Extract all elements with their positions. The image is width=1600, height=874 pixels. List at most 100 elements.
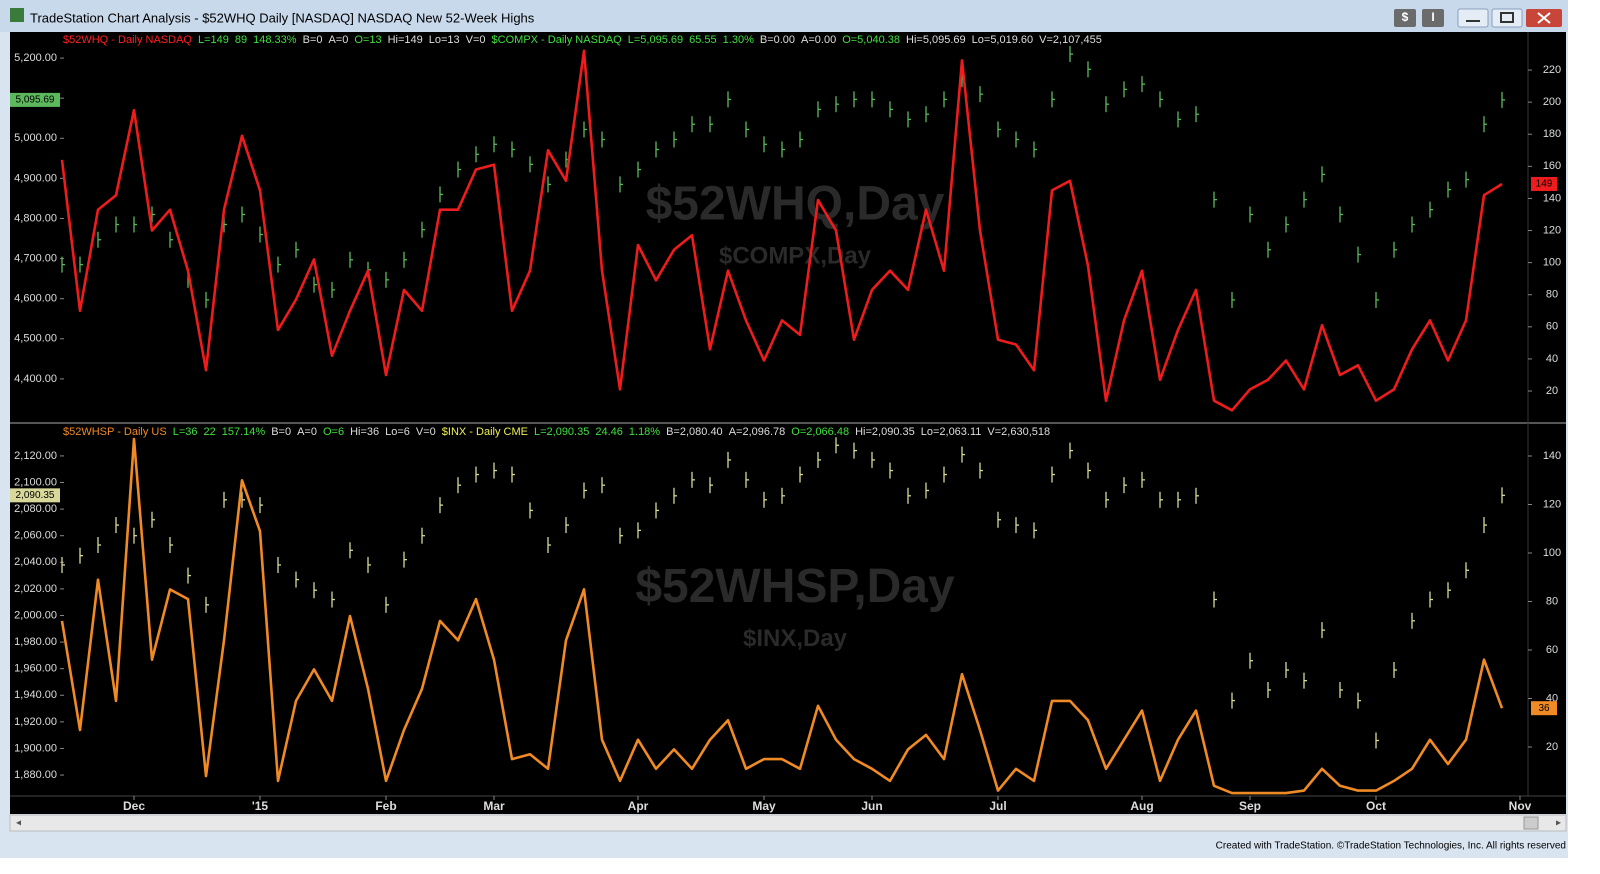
price-bar (1105, 96, 1109, 113)
price-bar (1501, 91, 1505, 108)
price-bar (115, 216, 119, 233)
y-tick-label: 5,000.00 (14, 132, 57, 144)
y2-tick-label: 140 (1543, 450, 1561, 462)
y2-tick-label: 20 (1546, 741, 1558, 753)
minimize-button[interactable] (1457, 8, 1489, 28)
price-bar (763, 136, 767, 153)
price-bar (61, 256, 65, 273)
toolbar-button[interactable] (1422, 9, 1444, 27)
price-bar (601, 131, 605, 148)
header-item: A=2,096.78 (729, 426, 786, 438)
toolbar-button-label[interactable]: $ (1402, 10, 1409, 24)
header-item: L=2,090.35 (534, 426, 589, 438)
y-tick-label: 1,880.00 (14, 769, 57, 781)
price-bar (1069, 442, 1073, 459)
price-bar (817, 451, 821, 468)
header-item: Hi=149 (388, 34, 423, 46)
price-bar (151, 206, 155, 223)
panel-header: $52WHQ - Daily NASDAQ L=149 89 148.33% B=0 A=… (63, 34, 1102, 46)
price-bar (853, 91, 857, 108)
price-bar (619, 527, 623, 544)
toolbar-button-label[interactable]: I (1431, 10, 1434, 24)
price-bar (439, 186, 443, 203)
price-bar (169, 537, 173, 554)
x-tick-label: Apr (628, 799, 649, 813)
header-item: Lo=6 (385, 426, 410, 438)
scroll-left[interactable]: ◂ (16, 818, 21, 829)
header-item: 22 (204, 426, 216, 438)
price-bar (745, 121, 749, 138)
price-bar (925, 482, 929, 499)
header-item: $52WHSP - Daily US (63, 426, 167, 438)
price-bar (1267, 681, 1271, 698)
price-bar (1501, 487, 1505, 504)
last-value-label: 36 (1538, 703, 1550, 714)
price-bar (439, 497, 443, 514)
price-bar (97, 231, 101, 248)
maximize-button[interactable] (1491, 8, 1523, 28)
price-bar (1303, 672, 1307, 689)
series-line (60, 49, 1503, 412)
y2-tick-label: 100 (1543, 257, 1561, 269)
price-bar (1339, 206, 1343, 223)
price-bar (925, 106, 929, 123)
price-bar (385, 271, 389, 288)
price-bar (907, 111, 911, 128)
x-tick-label: Jun (861, 799, 882, 813)
scroll-thumb[interactable] (1523, 816, 1539, 830)
price-bar (637, 522, 641, 539)
price-bar (205, 291, 209, 308)
price-bar (673, 131, 677, 148)
y-tick-label: 2,000.00 (14, 609, 57, 621)
price-bar (799, 466, 803, 483)
y-tick-label: 4,800.00 (14, 212, 57, 224)
price-bar (1303, 191, 1307, 208)
header-item: B=0 (303, 34, 323, 46)
price-bar (1123, 81, 1127, 98)
toolbar-button[interactable] (1394, 9, 1416, 27)
header-item: V=2,107,455 (1039, 34, 1102, 46)
price-bar (1357, 692, 1361, 709)
header-item: O=2,066.48 (791, 426, 849, 438)
price-bar (871, 91, 875, 108)
price-bar (241, 491, 245, 508)
scroll-right[interactable]: ▸ (1556, 818, 1561, 829)
y2-tick-label: 220 (1543, 64, 1561, 76)
price-bar (1195, 487, 1199, 504)
y-tick-label: 5,200.00 (14, 52, 57, 64)
header-item: Hi=5,095.69 (906, 34, 966, 46)
price-bar (205, 596, 209, 613)
price-bar (1105, 491, 1109, 508)
app-icon (10, 8, 24, 22)
price-bar (1393, 241, 1397, 258)
price-bar (313, 582, 317, 599)
header-item: L=149 (198, 34, 229, 46)
y-tick-label: 4,400.00 (14, 373, 57, 385)
price-bar (781, 487, 785, 504)
price-bar (349, 542, 353, 559)
price-bar (1033, 141, 1037, 158)
price-bar (889, 101, 893, 118)
price-bar (331, 591, 335, 608)
price-bar (1483, 116, 1487, 133)
price-bar (781, 141, 785, 158)
price-bar (421, 221, 425, 238)
title-bar (0, 0, 1568, 32)
price-bar (1447, 181, 1451, 198)
price-bar (295, 241, 299, 258)
header-item: V=0 (416, 426, 436, 438)
x-tick-label: Jul (989, 799, 1006, 813)
y2-tick-label: 80 (1546, 595, 1558, 607)
price-bar (853, 442, 857, 459)
x-tick-label: Mar (483, 799, 505, 813)
y2-tick-label: 40 (1546, 353, 1558, 365)
price-bar (1231, 291, 1235, 308)
price-bar (313, 276, 317, 293)
price-bar (583, 482, 587, 499)
scrollbar[interactable] (9, 814, 1567, 832)
price-bar (385, 596, 389, 613)
price-bar (223, 491, 227, 508)
price-bar (151, 511, 155, 528)
price-bar (1069, 46, 1073, 63)
